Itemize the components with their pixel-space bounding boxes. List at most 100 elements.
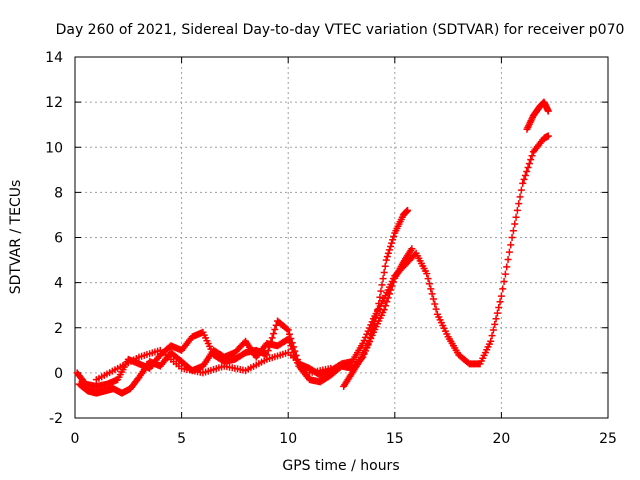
data-point	[408, 245, 416, 253]
data-point	[380, 306, 388, 314]
data-point	[382, 256, 390, 264]
data-point	[507, 241, 515, 249]
series-track-2	[75, 245, 416, 397]
data-point	[493, 309, 501, 317]
data-point	[495, 303, 503, 311]
data-point	[378, 281, 386, 289]
data-point	[488, 332, 496, 340]
data-point	[504, 255, 512, 263]
data-point	[287, 342, 295, 350]
data-point	[369, 321, 377, 329]
data-point	[388, 282, 396, 290]
y-tick-label: 2	[54, 321, 63, 337]
data-point	[284, 326, 292, 334]
data-point	[371, 318, 379, 326]
data-point	[327, 364, 335, 372]
data-point	[499, 285, 507, 293]
data-point	[432, 305, 440, 313]
data-point	[511, 220, 519, 228]
data-point	[381, 262, 389, 270]
data-point	[496, 298, 504, 306]
data-point	[286, 330, 294, 338]
y-tick-label: 4	[54, 276, 63, 292]
data-point	[508, 234, 516, 241]
x-tick-label: 15	[386, 431, 404, 447]
data-point	[365, 337, 373, 345]
data-point	[424, 275, 432, 283]
data-point	[372, 314, 380, 322]
y-tick-label: 0	[54, 366, 63, 382]
data-marks	[73, 98, 552, 397]
x-tick-label: 20	[492, 431, 510, 447]
data-point	[427, 285, 435, 293]
y-tick-label: 10	[45, 140, 63, 156]
data-point	[404, 206, 412, 214]
data-point	[390, 232, 398, 240]
data-point	[423, 270, 431, 278]
data-point	[379, 275, 387, 283]
data-point	[497, 292, 505, 300]
data-point	[528, 152, 536, 160]
series-track-1	[73, 132, 552, 390]
data-point	[521, 171, 529, 179]
data-point	[283, 325, 291, 333]
data-point	[489, 326, 497, 334]
data-point	[492, 315, 500, 323]
data-point	[491, 320, 499, 328]
data-point	[503, 263, 511, 271]
data-point	[501, 270, 509, 278]
data-point	[384, 249, 392, 257]
data-point	[374, 306, 382, 314]
data-point	[270, 330, 278, 338]
data-point	[425, 280, 433, 288]
data-point	[380, 268, 388, 276]
x-tick-label: 10	[279, 431, 297, 447]
x-axis-label: GPS time / hours	[282, 458, 399, 474]
data-point	[544, 132, 552, 140]
data-point	[284, 335, 292, 343]
data-point	[500, 277, 508, 285]
x-tick-label: 0	[71, 431, 80, 447]
data-point	[381, 302, 389, 310]
data-point	[368, 325, 376, 333]
grid	[75, 57, 608, 418]
data-point	[384, 294, 392, 302]
y-tick-label: -2	[49, 411, 63, 427]
y-tick-label: 6	[54, 231, 63, 247]
data-point	[513, 206, 521, 214]
data-point	[517, 186, 525, 194]
data-point	[487, 337, 495, 345]
data-point	[387, 243, 395, 251]
data-point	[519, 179, 527, 187]
data-point	[268, 334, 276, 342]
data-point	[512, 213, 520, 221]
y-axis-label: SDTVAR / TECUs	[8, 180, 24, 295]
data-point	[516, 193, 524, 201]
data-point	[429, 295, 437, 303]
data-point	[360, 336, 368, 344]
data-point	[431, 300, 439, 308]
data-point	[509, 227, 517, 235]
data-point	[524, 164, 532, 172]
data-point	[376, 293, 384, 301]
data-point	[388, 239, 396, 247]
x-tick-label: 25	[599, 431, 617, 447]
data-point	[385, 290, 393, 298]
data-point	[367, 329, 375, 337]
series-track-5	[523, 98, 552, 133]
data-point	[377, 287, 385, 295]
data-point	[383, 253, 391, 261]
data-point	[375, 299, 383, 307]
data-point	[527, 156, 535, 164]
y-tick-label: 14	[45, 50, 63, 66]
data-point	[385, 246, 393, 254]
series-track-3	[340, 206, 412, 390]
data-point	[525, 160, 533, 168]
data-point	[271, 325, 279, 333]
data-point	[286, 338, 294, 346]
data-point	[383, 298, 391, 306]
data-point	[288, 345, 296, 353]
data-point	[363, 330, 371, 338]
data-point	[428, 290, 436, 298]
